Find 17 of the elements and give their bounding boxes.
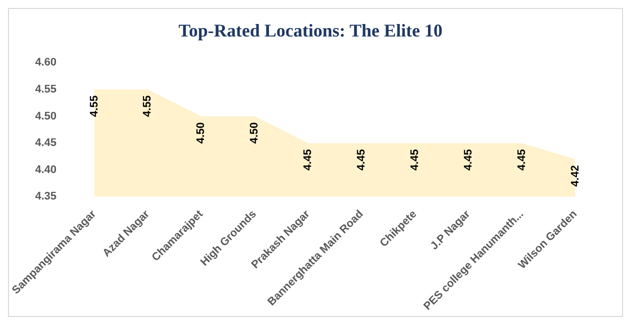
y-tick-label: 4.55 — [35, 83, 57, 96]
data-label: 4.42 — [569, 165, 582, 187]
y-tick-label: 4.40 — [35, 164, 57, 176]
data-label: 4.45 — [516, 149, 528, 170]
data-label: 4.45 — [408, 149, 421, 170]
data-label: 4.45 — [302, 149, 314, 170]
data-label: 4.50 — [195, 122, 208, 144]
y-tick-label: 4.35 — [35, 190, 57, 203]
data-label: 4.45 — [356, 149, 368, 170]
chart-title: Top-Rated Locations: The Elite 10 — [178, 20, 443, 40]
data-label: 4.50 — [248, 122, 261, 144]
data-label: 4.55 — [142, 95, 154, 117]
data-label: 4.45 — [462, 149, 474, 170]
y-tick-label: 4.45 — [35, 137, 57, 150]
y-tick-label: 4.50 — [35, 110, 57, 122]
data-label: 4.55 — [88, 95, 100, 117]
y-tick-label: 4.60 — [35, 56, 57, 69]
